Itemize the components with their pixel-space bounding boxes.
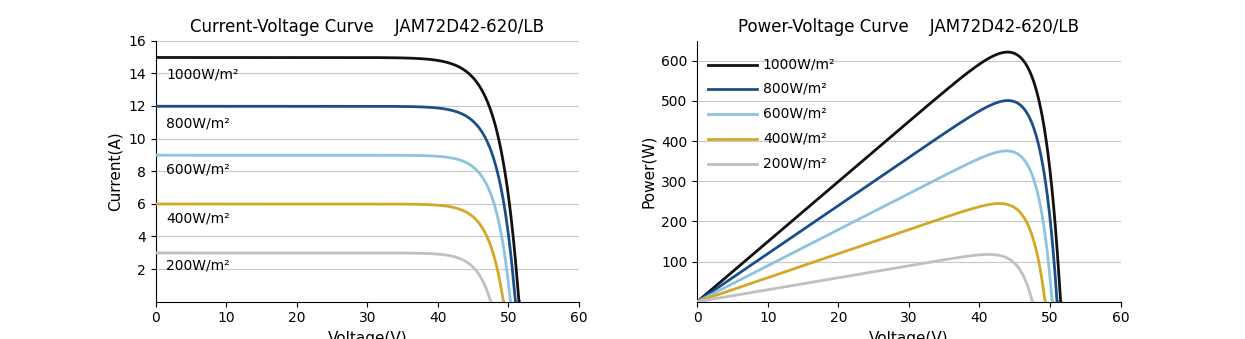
Text: 200W/m²: 200W/m²: [763, 157, 827, 171]
Title: Power-Voltage Curve    JAM72D42-620/LB: Power-Voltage Curve JAM72D42-620/LB: [738, 18, 1079, 36]
Text: 200W/m²: 200W/m²: [166, 258, 230, 272]
Y-axis label: Current(A): Current(A): [107, 132, 122, 211]
Text: 1000W/m²: 1000W/m²: [166, 67, 239, 81]
Text: 1000W/m²: 1000W/m²: [763, 58, 835, 72]
X-axis label: Voltage(V): Voltage(V): [869, 331, 949, 339]
Text: 800W/m²: 800W/m²: [763, 82, 827, 96]
Text: 400W/m²: 400W/m²: [763, 132, 827, 146]
Text: 400W/m²: 400W/m²: [166, 211, 230, 225]
X-axis label: Voltage(V): Voltage(V): [327, 331, 407, 339]
Text: 800W/m²: 800W/m²: [166, 116, 230, 131]
Y-axis label: Power(W): Power(W): [641, 135, 656, 208]
Text: 600W/m²: 600W/m²: [166, 162, 230, 176]
Text: 600W/m²: 600W/m²: [763, 107, 827, 121]
Title: Current-Voltage Curve    JAM72D42-620/LB: Current-Voltage Curve JAM72D42-620/LB: [190, 18, 544, 36]
